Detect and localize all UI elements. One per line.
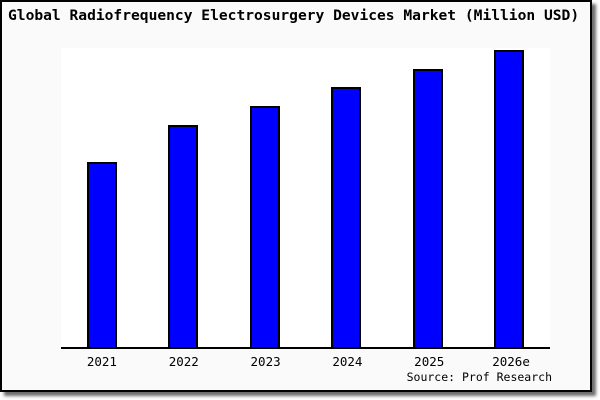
chart-title: Global Radiofrequency Electrosurgery Dev… (8, 7, 580, 24)
x-tick-label-2025: 2025 (414, 354, 445, 369)
bar-2021 (86, 162, 117, 347)
x-tick-label-2023: 2023 (250, 354, 281, 369)
bar-2024 (331, 87, 362, 347)
x-tick-label-2022: 2022 (168, 354, 199, 369)
source-credit: Source: Prof Research (406, 370, 552, 384)
bar-slot (143, 48, 225, 347)
x-tick-label-2021: 2021 (86, 354, 117, 369)
bar-slot (306, 48, 388, 347)
bar-2022 (168, 125, 199, 347)
x-tick-label-2026e: 2026e (492, 354, 530, 369)
bar-2023 (249, 106, 280, 347)
bar-slot (224, 48, 306, 347)
bar-slot (469, 48, 551, 347)
bar-2025 (412, 69, 443, 347)
bar-slot (387, 48, 469, 347)
x-tick-label-2024: 2024 (332, 354, 363, 369)
chart-card: Global Radiofrequency Electrosurgery Dev… (0, 0, 592, 392)
bar-2026e (494, 50, 525, 347)
x-axis-labels: 2021 2022 2023 2024 2025 2026e (61, 354, 552, 369)
bar-slot (61, 48, 143, 347)
plot-area (61, 48, 550, 349)
